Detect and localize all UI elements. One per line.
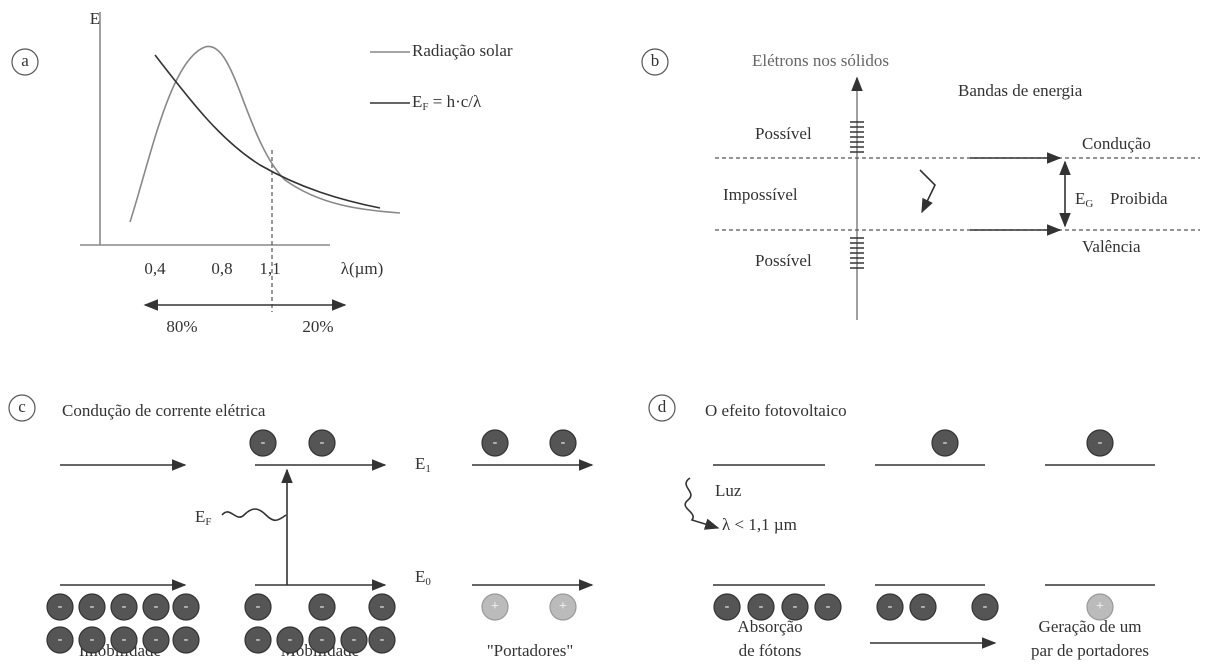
subscript: 0 — [425, 576, 431, 588]
band-label: Proibida — [1110, 189, 1168, 208]
formula: = h·c/λ — [429, 92, 483, 111]
electron-sign: - — [1098, 435, 1103, 450]
x-axis-label: λ(µm) — [341, 259, 384, 278]
zigzag-arrow — [920, 170, 935, 212]
level-label: E1 — [415, 454, 431, 475]
figure: a E 0,4 0,8 1,1 λ(µm) 80% 20% Radiação s… — [0, 0, 1212, 664]
wavelength-label: λ < 1,1 µm — [722, 515, 797, 534]
electron-sign: - — [256, 599, 261, 614]
electron-sign: - — [184, 632, 189, 647]
light-wave — [685, 478, 718, 528]
electron-sign: - — [154, 632, 159, 647]
electron-sign: - — [261, 435, 266, 450]
subscript: F — [205, 516, 211, 528]
photon-curve — [155, 55, 380, 208]
electron-sign: - — [320, 435, 325, 450]
electron-sign: - — [58, 599, 63, 614]
panel-title: Condução de corrente elétrica — [62, 401, 266, 420]
panel-title: Elétrons nos sólidos — [752, 51, 889, 70]
electron-sign: - — [793, 599, 798, 614]
symbol: E — [415, 454, 425, 473]
symbol: E — [412, 92, 422, 111]
y-axis-label: E — [90, 9, 100, 28]
symbol: E — [1075, 189, 1085, 208]
subtitle: Bandas de energia — [958, 81, 1083, 100]
caption: de fótons — [739, 641, 802, 660]
share-label: 20% — [302, 317, 333, 336]
electron-sign: - — [154, 599, 159, 614]
subscript: 1 — [425, 463, 431, 475]
band-label: Valência — [1082, 237, 1141, 256]
band-label: Condução — [1082, 134, 1151, 153]
electron-sign: - — [90, 632, 95, 647]
panel-c: c Condução de corrente elétrica E1 E0 EF… — [9, 395, 592, 660]
light-label: Luz — [715, 481, 742, 500]
electron-sign: - — [561, 435, 566, 450]
legend-label: EF = h·c/λ — [412, 92, 482, 113]
panel-a: a E 0,4 0,8 1,1 λ(µm) 80% 20% Radiação s… — [12, 9, 513, 336]
state-label: Possível — [755, 251, 812, 270]
electron-sign: - — [380, 599, 385, 614]
electron-sign: - — [725, 599, 730, 614]
panel-label: b — [651, 51, 660, 70]
electron-sign: - — [943, 435, 948, 450]
electron-sign: - — [380, 632, 385, 647]
electron-sign: - — [320, 599, 325, 614]
symbol: E — [415, 567, 425, 586]
caption: par de portadores — [1031, 641, 1149, 660]
tick-label: 1,1 — [259, 259, 280, 278]
electron-sign: - — [320, 632, 325, 647]
electron-sign: - — [58, 632, 63, 647]
legend-label: Radiação solar — [412, 41, 513, 60]
hole-sign: + — [491, 599, 499, 614]
electron-sign: - — [888, 599, 893, 614]
panel-label: d — [658, 397, 667, 416]
state-label: Impossível — [723, 185, 798, 204]
panel-label: c — [18, 397, 26, 416]
gap-label: EG — [1075, 189, 1093, 210]
electron-sign: - — [759, 599, 764, 614]
electron-sign: - — [90, 599, 95, 614]
state-label: Possível — [755, 124, 812, 143]
panel-d: d O efeito fotovoltaico Luz λ < 1,1 µm A… — [649, 395, 1155, 660]
subscript: G — [1085, 198, 1093, 210]
spring — [850, 238, 864, 268]
panel-title: O efeito fotovoltaico — [705, 401, 847, 420]
panel-b: b Elétrons nos sólidos Bandas de energia… — [642, 49, 1200, 320]
caption: Geração de um — [1039, 617, 1142, 636]
hole-sign: + — [559, 599, 567, 614]
field-wave — [222, 509, 286, 520]
electron-sign: - — [256, 632, 261, 647]
electron-sign: - — [288, 632, 293, 647]
electron-sign: - — [493, 435, 498, 450]
electron-sign: - — [184, 599, 189, 614]
panel-label: a — [21, 51, 29, 70]
spring — [850, 122, 864, 152]
electron-sign: - — [352, 632, 357, 647]
electron-sign: - — [122, 599, 127, 614]
symbol: E — [195, 507, 205, 526]
level-label: E0 — [415, 567, 431, 588]
solar-curve — [130, 46, 400, 222]
caption: "Portadores" — [487, 641, 574, 660]
electron-sign: - — [826, 599, 831, 614]
tick-label: 0,4 — [144, 259, 166, 278]
electron-sign: - — [983, 599, 988, 614]
electron-sign: - — [122, 632, 127, 647]
field-label: EF — [195, 507, 212, 528]
share-label: 80% — [166, 317, 197, 336]
tick-label: 0,8 — [211, 259, 232, 278]
electron-sign: - — [921, 599, 926, 614]
hole-sign: + — [1096, 599, 1104, 614]
